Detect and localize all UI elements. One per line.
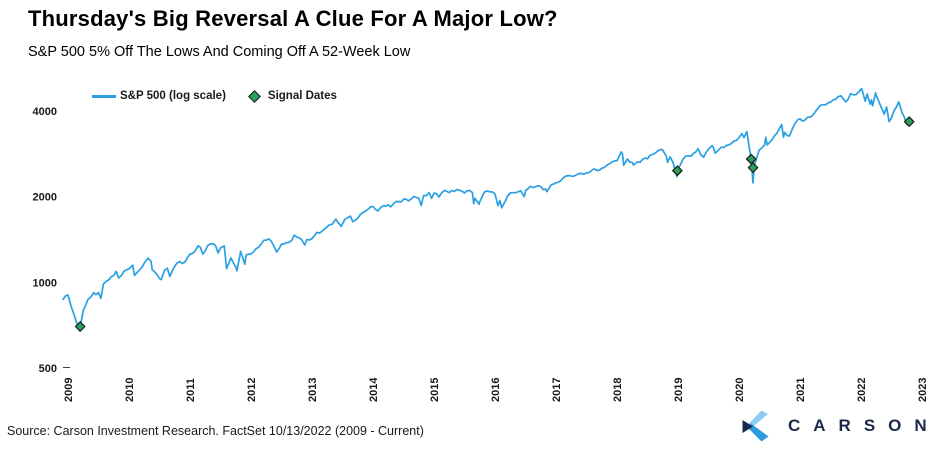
x-tick-label: 2015 (429, 378, 441, 402)
x-tick-label: 2010 (124, 378, 136, 402)
signal-markers (74, 116, 915, 332)
x-tick-label: 2017 (551, 378, 563, 402)
x-tick-label: 2018 (612, 378, 624, 402)
x-tick-label: 2021 (795, 378, 807, 402)
price-line (62, 87, 911, 332)
x-tick-label: 2022 (856, 378, 868, 402)
x-tick-label: 2019 (673, 378, 685, 402)
signal-diamond (745, 153, 757, 165)
legend-item-signal-dates: Signal Dates (248, 89, 337, 103)
legend-item-sp500: S&P 500 (log scale) (92, 90, 226, 102)
legend: S&P 500 (log scale) Signal Dates (92, 89, 337, 103)
legend-label-signal-dates: Signal Dates (267, 90, 337, 102)
y-tick-label: 500 (39, 363, 57, 375)
logo-top-band (748, 410, 768, 428)
y-tick-label: 4000 (33, 106, 57, 118)
x-tick-label: 2012 (246, 378, 258, 402)
logo-left-triangle (742, 420, 753, 433)
x-tick-label: 2009 (63, 378, 75, 402)
y-tick-label: 1000 (33, 277, 57, 289)
carson-brand: CARSON (742, 410, 940, 442)
legend-line-swatch (92, 94, 116, 98)
logo-bottom-band (747, 423, 769, 442)
signal-diamond (747, 162, 759, 173)
x-axis-labels: 2009 2010 2011 2012 2013 2014 2015 2016 2017 2018… (63, 377, 929, 402)
y-axis-labels: 4000 2000 1000 500 (33, 106, 57, 375)
carson-wordmark: CARSON (788, 416, 940, 435)
y-tick-label: 2000 (33, 192, 57, 204)
x-tick-label: 2020 (734, 378, 746, 402)
x-tick-label: 2016 (490, 378, 502, 402)
legend-label-sp500: S&P 500 (log scale) (120, 90, 226, 102)
chart-title: Thursday's Big Reversal A Clue For A Maj… (28, 6, 558, 31)
signal-diamond (903, 116, 915, 127)
signal-diamond (74, 321, 86, 332)
x-tick-label: 2013 (307, 378, 319, 402)
x-tick-label: 2014 (368, 377, 380, 402)
signal-diamond (672, 165, 683, 177)
x-tick-label: 2023 (917, 378, 929, 402)
x-tick-label: 2011 (185, 378, 197, 402)
chart-subtitle: S&P 500 5% Off The Lows And Coming Off A… (28, 44, 411, 60)
carson-logo-icon (742, 410, 769, 442)
source-note: Source: Carson Investment Research. Fact… (7, 424, 424, 438)
